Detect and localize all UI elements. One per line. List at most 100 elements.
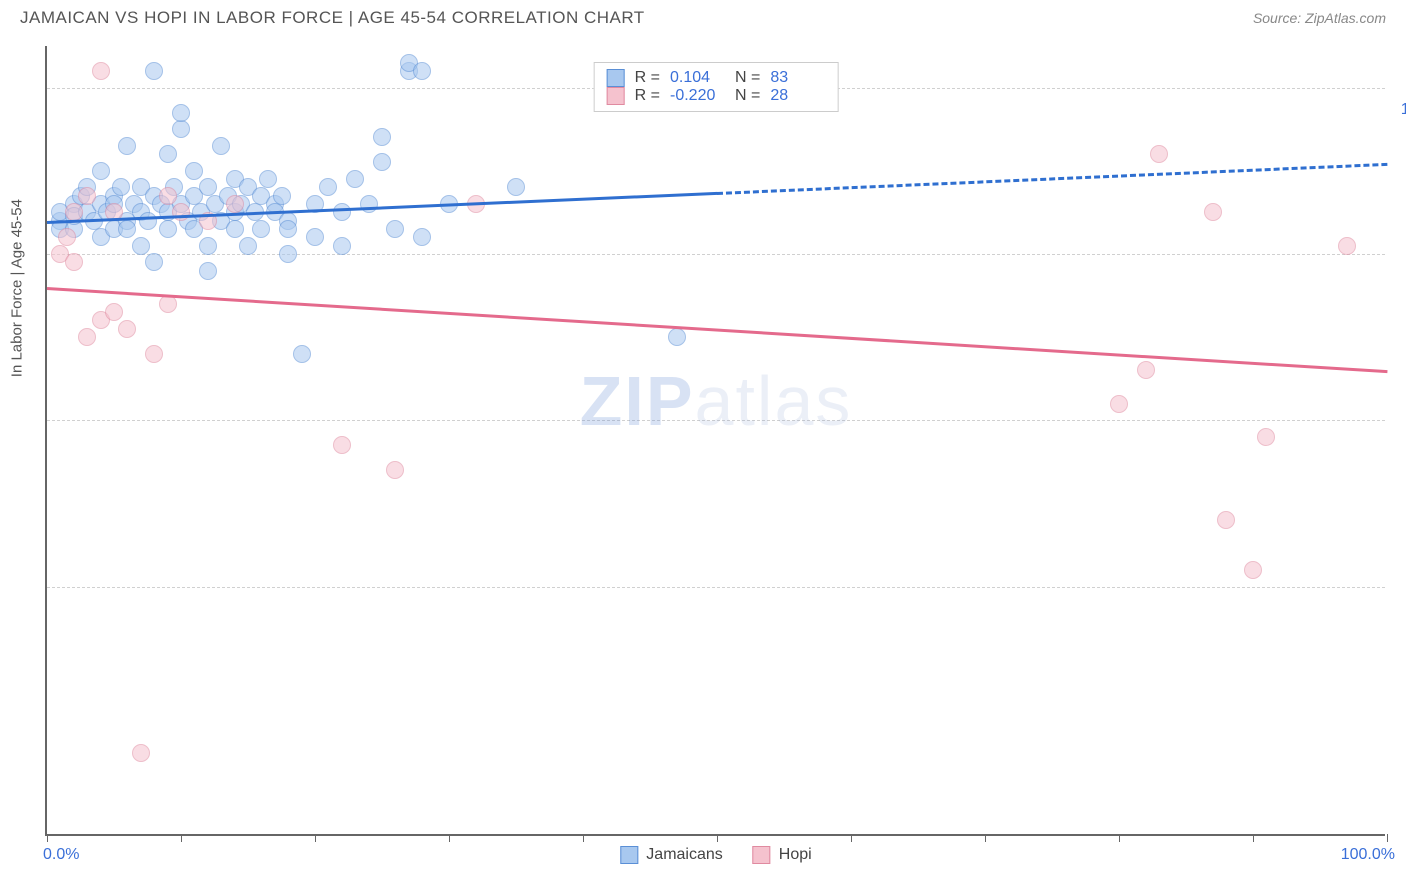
scatter-point	[319, 178, 337, 196]
series-legend: Jamaicans Hopi	[620, 846, 811, 864]
x-tick-mark	[1119, 834, 1120, 842]
r-value-1: -0.220	[670, 87, 725, 105]
scatter-point	[252, 220, 270, 238]
x-tick-mark	[583, 834, 584, 842]
scatter-point	[159, 145, 177, 163]
correlation-row-jamaican: R = 0.104 N = 83	[607, 69, 826, 87]
y-tick-label: 80.0%	[1395, 267, 1406, 285]
scatter-point	[199, 262, 217, 280]
scatter-point	[1137, 361, 1155, 379]
scatter-point	[1204, 203, 1222, 221]
swatch-hopi	[607, 87, 625, 105]
x-tick-mark	[181, 834, 182, 842]
y-tick-label: 40.0%	[1395, 600, 1406, 618]
scatter-point	[373, 128, 391, 146]
scatter-point	[212, 137, 230, 155]
scatter-point	[373, 153, 391, 171]
scatter-point	[92, 162, 110, 180]
legend-item-jamaicans: Jamaicans	[620, 846, 722, 864]
scatter-point	[413, 228, 431, 246]
scatter-point	[668, 328, 686, 346]
trend-line	[717, 162, 1387, 194]
r-label-0: R =	[635, 69, 660, 87]
scatter-point	[386, 220, 404, 238]
scatter-point	[1217, 511, 1235, 529]
gridline	[47, 420, 1385, 421]
legend-label-jamaicans: Jamaicans	[646, 846, 722, 864]
swatch-jamaican	[607, 69, 625, 87]
n-value-0: 83	[770, 69, 825, 87]
scatter-point	[65, 253, 83, 271]
scatter-point	[273, 187, 291, 205]
n-label-1: N =	[735, 87, 760, 105]
scatter-point	[507, 178, 525, 196]
scatter-point	[333, 203, 351, 221]
n-value-1: 28	[770, 87, 825, 105]
x-tick-mark	[851, 834, 852, 842]
y-axis-title: In Labor Force | Age 45-54	[9, 199, 26, 377]
scatter-point	[1338, 237, 1356, 255]
chart-header: JAMAICAN VS HOPI IN LABOR FORCE | AGE 45…	[0, 0, 1406, 34]
scatter-point	[1244, 561, 1262, 579]
x-tick-mark	[1253, 834, 1254, 842]
scatter-point	[185, 162, 203, 180]
x-tick-mark	[315, 834, 316, 842]
scatter-point	[239, 237, 257, 255]
scatter-point	[333, 237, 351, 255]
scatter-point	[172, 203, 190, 221]
x-tick-mark	[985, 834, 986, 842]
x-tick-mark	[1387, 834, 1388, 842]
scatter-point	[112, 178, 130, 196]
scatter-point	[413, 62, 431, 80]
correlation-legend: R = 0.104 N = 83 R = -0.220 N = 28	[594, 62, 839, 112]
scatter-point	[172, 104, 190, 122]
scatter-point	[259, 170, 277, 188]
r-value-0: 0.104	[670, 69, 725, 87]
y-tick-label: 100.0%	[1395, 101, 1406, 119]
legend-label-hopi: Hopi	[779, 846, 812, 864]
scatter-point	[58, 228, 76, 246]
x-tick-mark	[449, 834, 450, 842]
n-label-0: N =	[735, 69, 760, 87]
chart-source: Source: ZipAtlas.com	[1253, 10, 1386, 26]
scatter-point	[199, 237, 217, 255]
r-label-1: R =	[635, 87, 660, 105]
x-tick-mark	[717, 834, 718, 842]
scatter-point	[159, 220, 177, 238]
scatter-point	[118, 137, 136, 155]
chart-container: 40.0%60.0%80.0%100.0% ZIPatlas R = 0.104…	[45, 46, 1385, 836]
scatter-point	[293, 345, 311, 363]
scatter-point	[279, 220, 297, 238]
scatter-point	[145, 62, 163, 80]
scatter-point	[105, 303, 123, 321]
scatter-point	[199, 178, 217, 196]
chart-title: JAMAICAN VS HOPI IN LABOR FORCE | AGE 45…	[20, 8, 645, 28]
gridline	[47, 587, 1385, 588]
scatter-point	[1257, 428, 1275, 446]
scatter-point	[132, 237, 150, 255]
legend-swatch-hopi	[753, 846, 771, 864]
scatter-point	[78, 328, 96, 346]
scatter-point	[346, 170, 364, 188]
trend-line	[47, 287, 1387, 373]
scatter-point	[132, 744, 150, 762]
correlation-row-hopi: R = -0.220 N = 28	[607, 87, 826, 105]
scatter-point	[1110, 395, 1128, 413]
scatter-point	[78, 187, 96, 205]
scatter-point	[145, 345, 163, 363]
scatter-point	[159, 187, 177, 205]
x-axis-max-label: 100.0%	[1341, 846, 1395, 864]
scatter-point	[279, 245, 297, 263]
plot-area: 40.0%60.0%80.0%100.0%	[47, 46, 1385, 834]
scatter-point	[1150, 145, 1168, 163]
scatter-point	[145, 253, 163, 271]
scatter-point	[139, 212, 157, 230]
x-axis-min-label: 0.0%	[43, 846, 79, 864]
scatter-point	[306, 228, 324, 246]
legend-item-hopi: Hopi	[753, 846, 812, 864]
scatter-point	[118, 220, 136, 238]
scatter-point	[226, 195, 244, 213]
legend-swatch-jamaicans	[620, 846, 638, 864]
scatter-point	[92, 62, 110, 80]
scatter-point	[118, 320, 136, 338]
